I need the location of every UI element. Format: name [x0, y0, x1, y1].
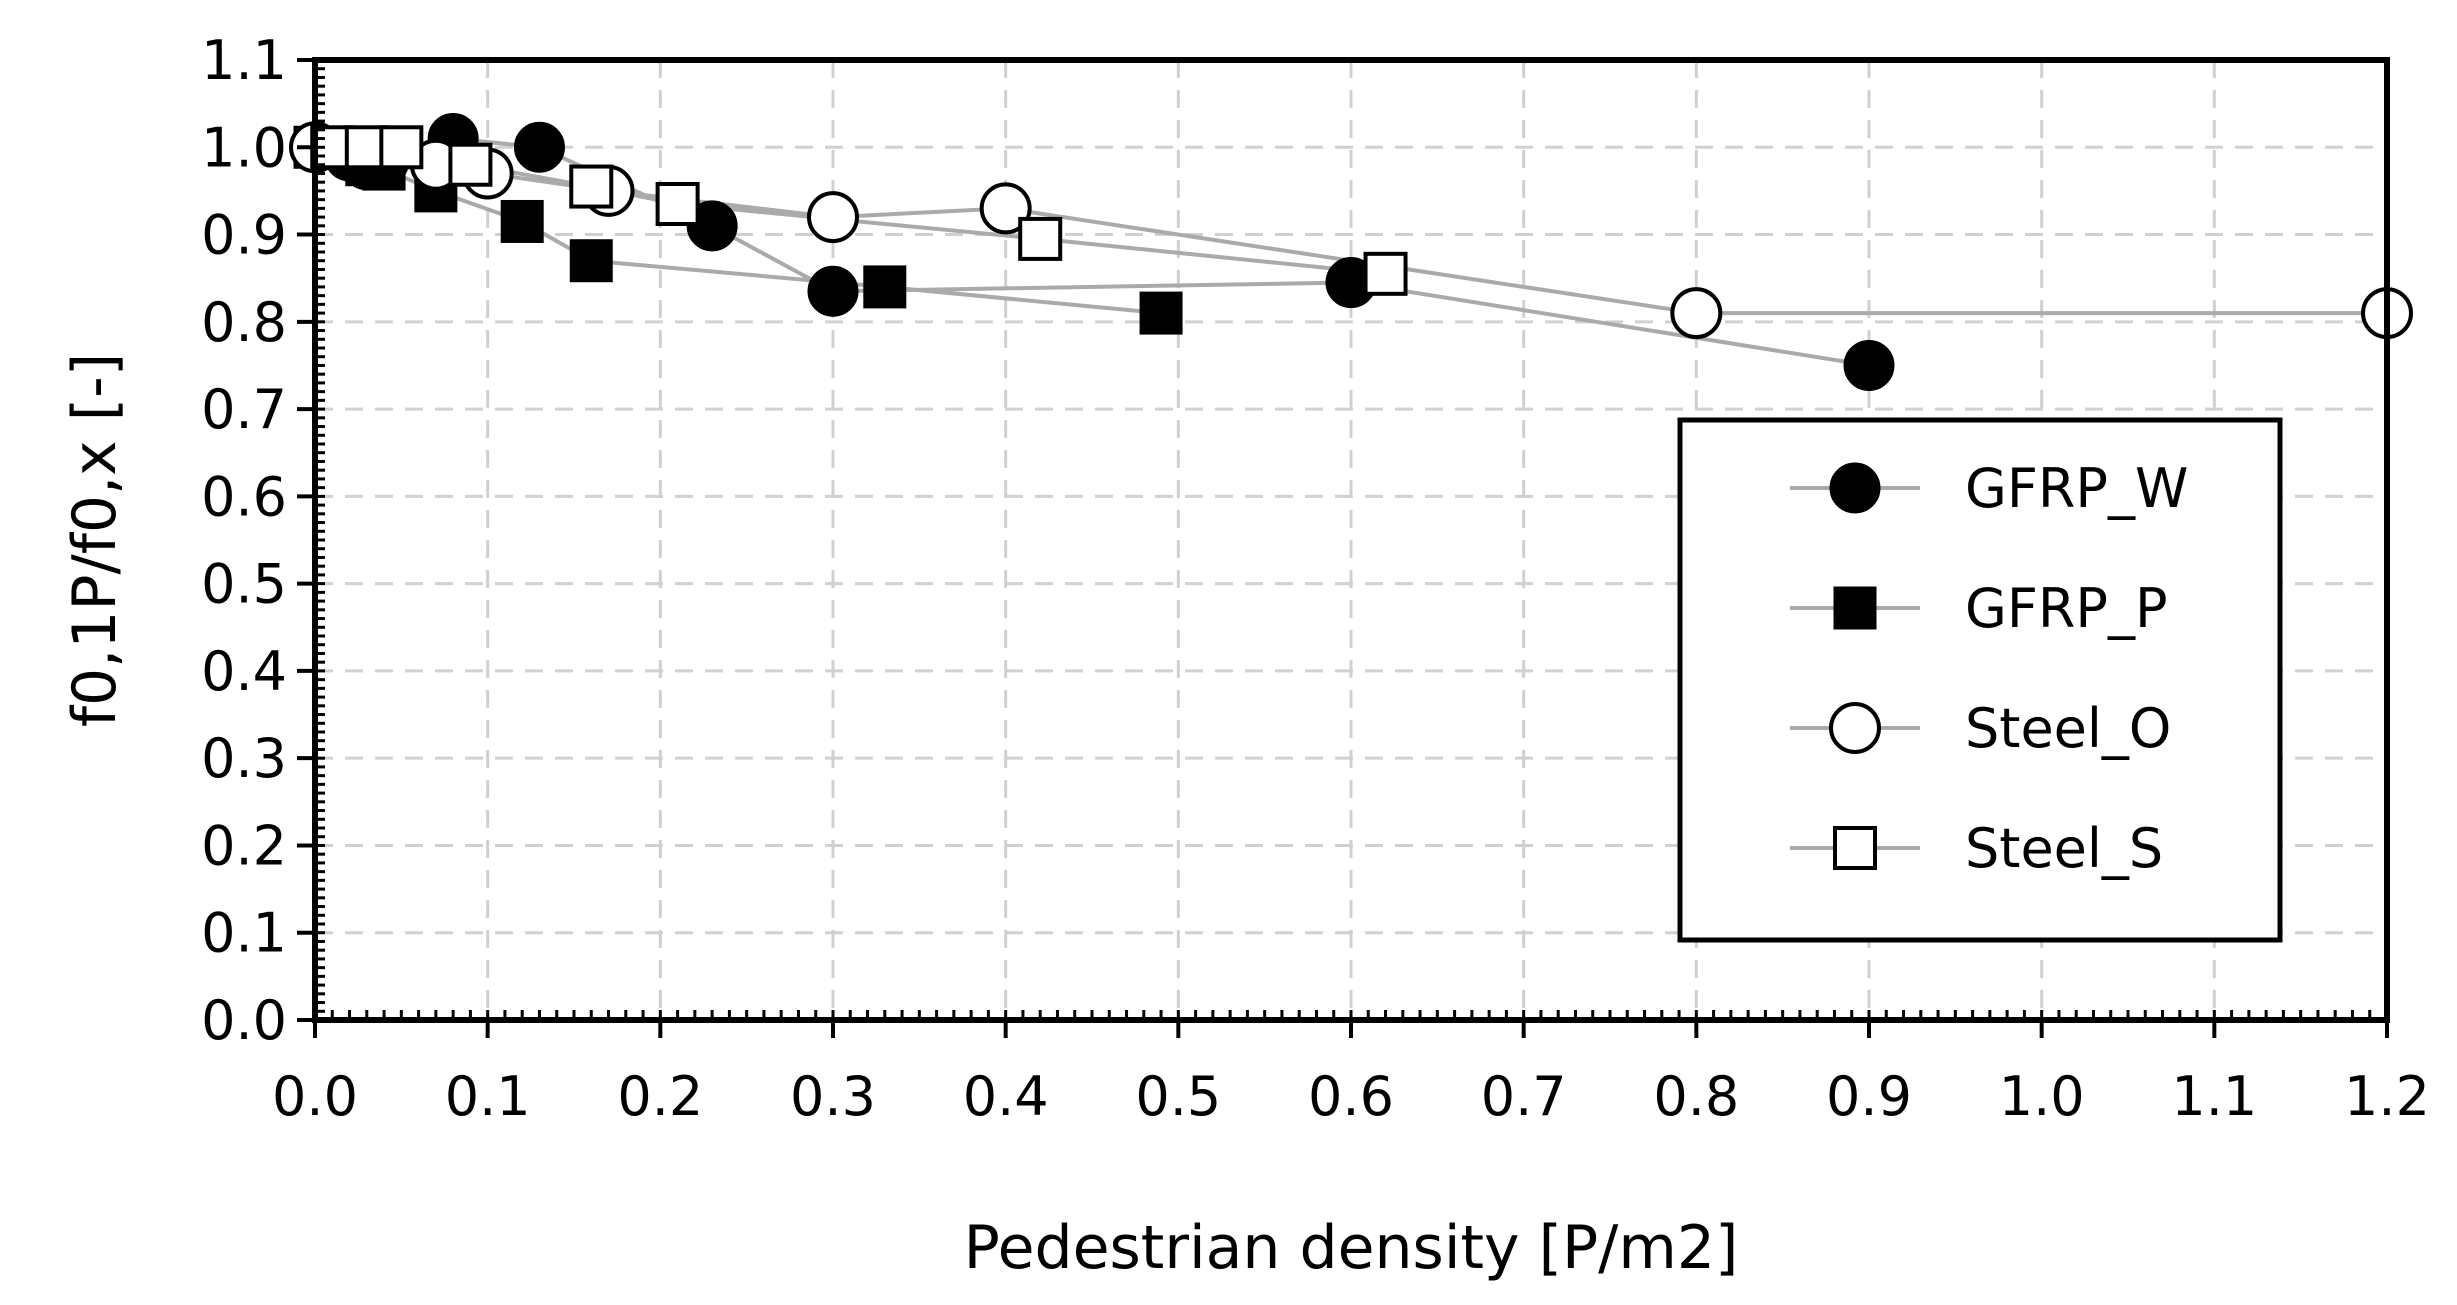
data-point-steel-o — [1670, 287, 1723, 340]
y-tick-label: 0.0 — [201, 989, 287, 1052]
data-point-gfrp-p — [569, 239, 613, 283]
x-tick-label: 1.0 — [1999, 1065, 2085, 1128]
legend-marker-gfrp-w — [1829, 462, 1881, 514]
axes — [297, 58, 2389, 1038]
legend-marker-steel-o — [1829, 702, 1881, 754]
y-tick-label: 0.9 — [201, 204, 287, 267]
legend-label-steel-s: Steel_S — [1965, 817, 2163, 880]
x-tick-label: 0.7 — [1481, 1065, 1567, 1128]
y-tick-label: 1.0 — [201, 116, 287, 179]
data-point-steel-o — [807, 191, 859, 244]
data-point-gfrp-p — [1139, 291, 1183, 335]
y-tick-label: 0.3 — [201, 727, 287, 790]
data-point-steel-o — [979, 182, 1032, 235]
legend-entry-gfrp-p: GFRP_P — [1790, 577, 2168, 640]
y-tick-label: 0.4 — [201, 640, 287, 703]
legend-entry-gfrp-w: GFRP_W — [1790, 457, 2188, 520]
data-point-gfrp-w — [513, 121, 565, 173]
x-tick-label: 0.8 — [1653, 1065, 1739, 1128]
data-point-steel-s — [569, 164, 614, 209]
x-tick-label: 0.4 — [963, 1065, 1049, 1128]
x-tick-label: 0.3 — [790, 1065, 876, 1128]
data-point-gfrp-p — [863, 265, 907, 309]
legend-entry-steel-o: Steel_O — [1790, 697, 2171, 760]
data-point-steel-s — [379, 125, 424, 170]
data-point-steel-s — [448, 142, 493, 187]
legend-marker-gfrp-p — [1833, 586, 1877, 630]
x-tick-label: 1.1 — [2171, 1065, 2257, 1128]
y-tick-label: 0.5 — [201, 553, 287, 616]
x-tick-label: 0.1 — [445, 1065, 531, 1128]
x-tick-label: 0.0 — [272, 1065, 358, 1128]
x-tick-label: 0.9 — [1826, 1065, 1912, 1128]
legend: GFRP_W GFRP_P Steel_O Steel_S — [1677, 417, 2283, 943]
y-tick-label: 0.7 — [201, 378, 287, 441]
x-tick-label: 1.2 — [2344, 1065, 2430, 1128]
y-tick-labels: 0.0 0.1 0.2 0.3 0.4 0.5 0.6 0.7 0.8 0.9 1.0 1.1 — [201, 29, 287, 1052]
legend-marker-steel-s — [1833, 826, 1877, 870]
x-tick-label: 0.2 — [617, 1065, 703, 1128]
y-tick-label: 0.1 — [201, 902, 287, 965]
legend-label-gfrp-w: GFRP_W — [1965, 457, 2188, 520]
y-tick-label: 0.8 — [201, 291, 287, 354]
data-point-steel-s — [655, 182, 700, 226]
y-tick-label: 0.6 — [201, 465, 287, 528]
y-axis-title: f0,1P/f0,x [-] — [60, 353, 130, 727]
legend-entry-steel-s: Steel_S — [1790, 817, 2163, 880]
x-tick-label: 0.5 — [1135, 1065, 1221, 1128]
series-markers — [289, 113, 2413, 391]
x-axis-title: Pedestrian density [P/m2] — [964, 1213, 1739, 1283]
data-point-steel-s — [1018, 216, 1063, 261]
data-point-gfrp-p — [500, 199, 544, 243]
legend-box — [1677, 417, 2283, 943]
y-tick-label: 1.1 — [201, 29, 287, 92]
y-tick-label: 0.2 — [201, 814, 287, 877]
x-tick-label: 0.6 — [1308, 1065, 1394, 1128]
legend-label-steel-o: Steel_O — [1965, 697, 2171, 760]
x-tick-labels: 0.0 0.1 0.2 0.3 0.4 0.5 0.6 0.7 0.8 0.9 1.0 1.1 1.2 — [272, 1065, 2430, 1128]
data-point-steel-s — [1363, 251, 1408, 296]
legend-label-gfrp-p: GFRP_P — [1965, 577, 2168, 640]
data-point-gfrp-w — [1843, 339, 1895, 391]
data-point-gfrp-w — [807, 265, 859, 317]
